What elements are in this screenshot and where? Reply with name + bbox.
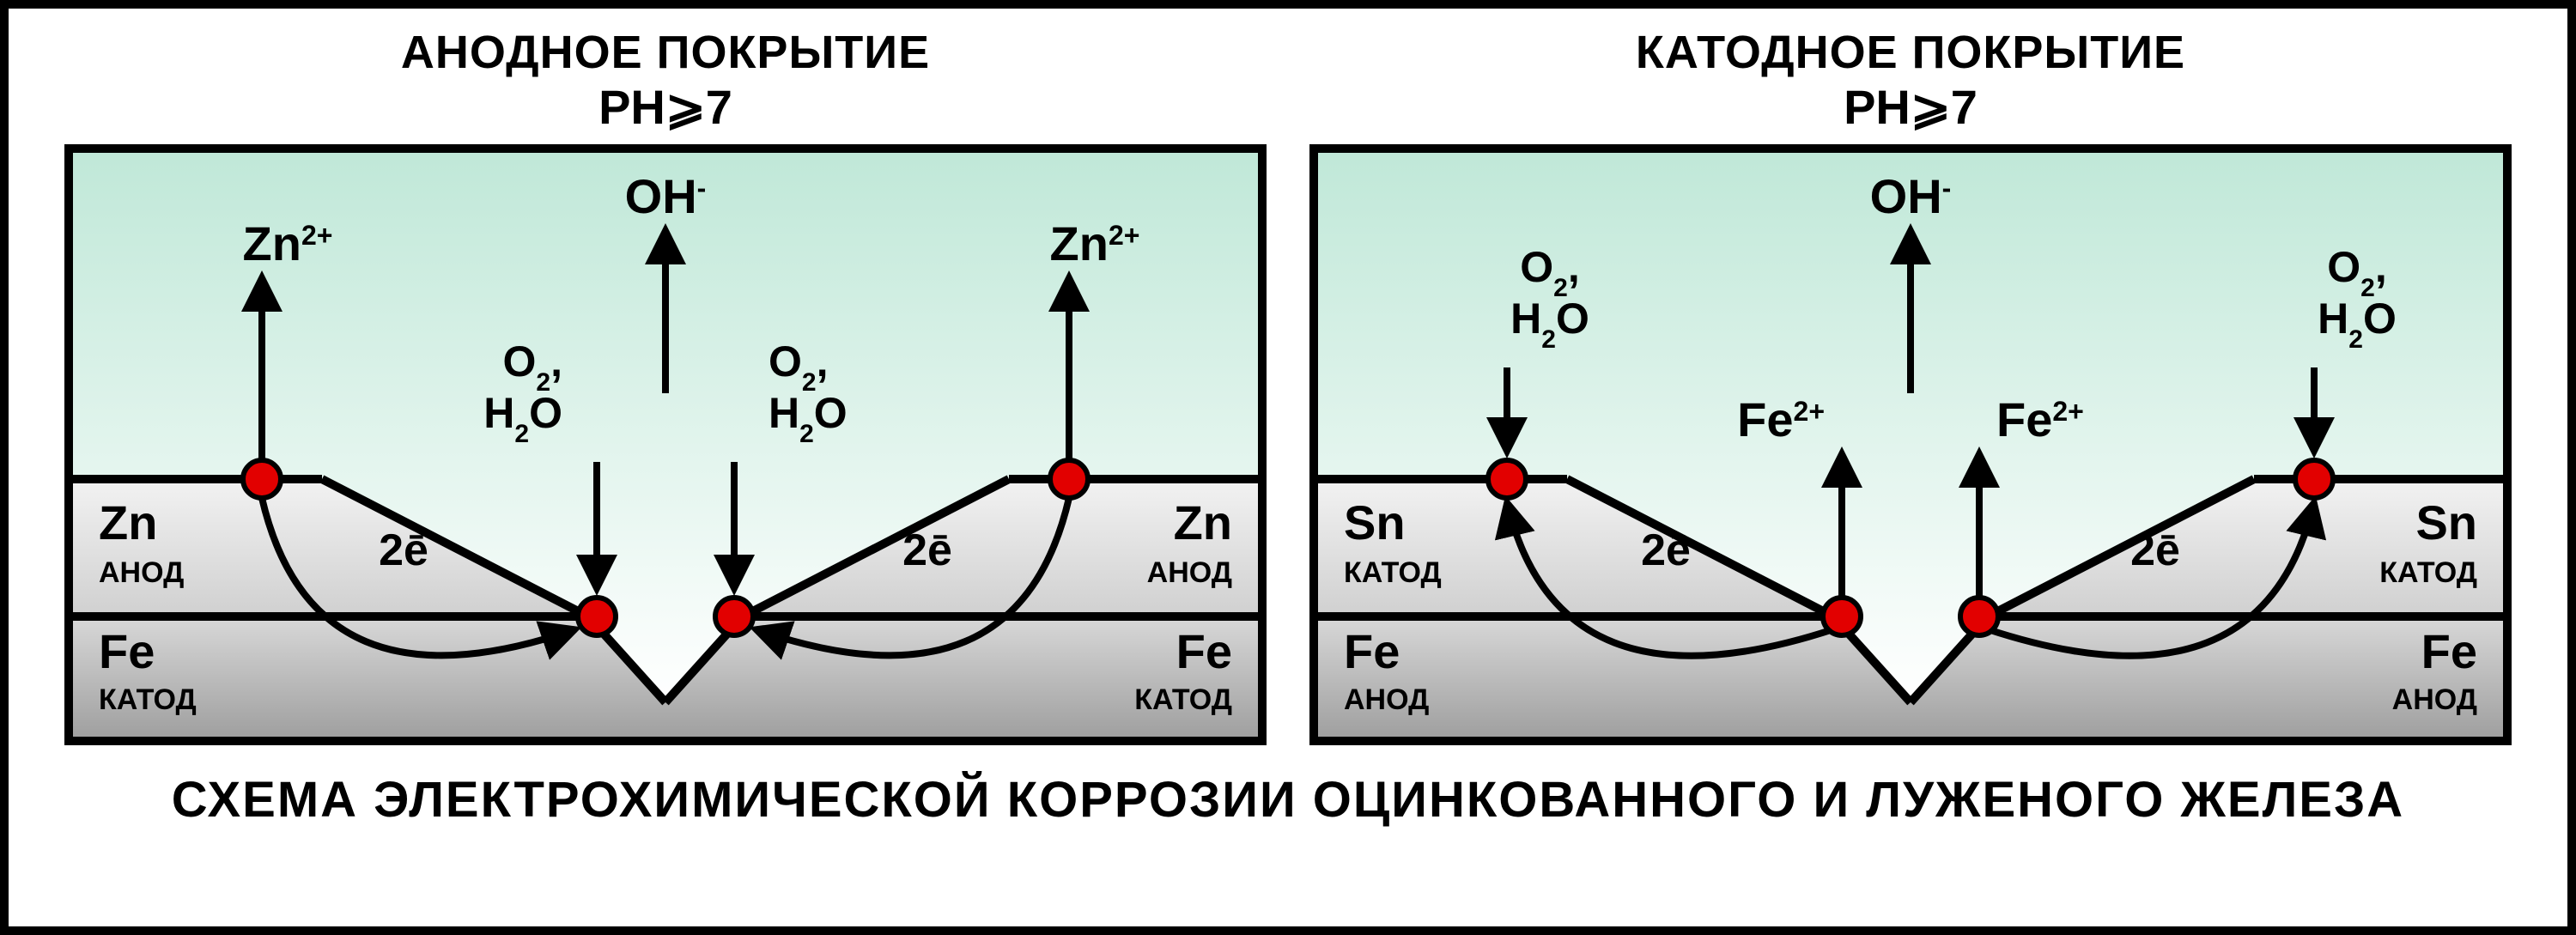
top-dot-right xyxy=(2295,460,2333,498)
layer-element-label: Fe xyxy=(2421,624,2477,678)
electron-label-right: 2ē xyxy=(902,525,952,575)
layer-role-label: АНОД xyxy=(2392,683,2477,716)
left-diagram-svg: ZnАНОДZnАНОДFeКАТОДFeКАТОДOH-Zn2+Zn2+O2,… xyxy=(73,153,1258,737)
layer-role-label: АНОД xyxy=(99,556,184,589)
left-panel: АНОДНОЕ ПОКРЫТИЕ PH⩾7 Zn АНОД Zn АНОД Fe КАТО… xyxy=(64,26,1267,745)
main-caption: СХЕМА ЭЛЕКТРОХИМИЧЕСКОЙ КОРРОЗИИ ОЦИНКОВ… xyxy=(9,771,2567,829)
right-panel-ph: PH⩾7 xyxy=(1309,79,2512,136)
left-panel-title: АНОДНОЕ ПОКРЫТИЕ xyxy=(64,26,1267,79)
right-diagram-svg: SnКАТОДSnКАТОДFeАНОДFeАНОДOH-O2,H2OO2,H2… xyxy=(1318,153,2503,737)
center-ion-label: OH- xyxy=(1870,169,1952,223)
low-dot-left xyxy=(578,598,616,635)
right-panel-title: КАТОДНОЕ ПОКРЫТИЕ xyxy=(1309,26,2512,79)
layer-element-label: Fe xyxy=(99,624,155,678)
top-dot-right xyxy=(1050,460,1088,498)
panels-wrapper: АНОДНОЕ ПОКРЫТИЕ PH⩾7 ZnАНОДZnАНОДFeКАТО… xyxy=(9,9,2567,745)
layer-element-label: Sn xyxy=(2415,495,2477,549)
layer-element-label: Zn xyxy=(1174,495,1232,549)
right-diagram-box: SnКАТОДSnКАТОДFeАНОДFeАНОДOH-O2,H2OO2,H2… xyxy=(1309,144,2512,745)
electron-label-left: 2ē xyxy=(379,525,428,575)
layer-element-label: Sn xyxy=(1344,495,1406,549)
low-dot-right xyxy=(715,598,753,635)
electron-label-right: 2ē xyxy=(2130,525,2180,575)
main-container: АНОДНОЕ ПОКРЫТИЕ PH⩾7 ZnАНОДZnАНОДFeКАТО… xyxy=(0,0,2576,935)
layer-role-label: КАТОД xyxy=(2379,556,2477,589)
layer-role-label: КАТОД xyxy=(99,683,197,716)
left-panel-ph: PH⩾7 xyxy=(64,79,1267,136)
electron-label-left: 2ē xyxy=(1641,525,1691,575)
right-panel: КАТОДНОЕ ПОКРЫТИЕ PH⩾7 Sn КАТОД Sn КАТОД Fe А… xyxy=(1309,26,2512,745)
center-ion-label: OH- xyxy=(625,169,707,223)
layer-role-label: АНОД xyxy=(1344,683,1429,716)
top-dot-left xyxy=(243,460,281,498)
layer-role-label: КАТОД xyxy=(1134,683,1232,716)
layer-role-label: КАТОД xyxy=(1344,556,1442,589)
left-diagram-box: ZnАНОДZnАНОДFeКАТОДFeКАТОДOH-Zn2+Zn2+O2,… xyxy=(64,144,1267,745)
layer-element-label: Fe xyxy=(1176,624,1232,678)
layer-element-label: Fe xyxy=(1344,624,1400,678)
layer-role-label: АНОД xyxy=(1147,556,1232,589)
low-dot-right xyxy=(1960,598,1998,635)
top-dot-left xyxy=(1488,460,1526,498)
low-dot-left xyxy=(1823,598,1861,635)
layer-element-label: Zn xyxy=(99,495,157,549)
